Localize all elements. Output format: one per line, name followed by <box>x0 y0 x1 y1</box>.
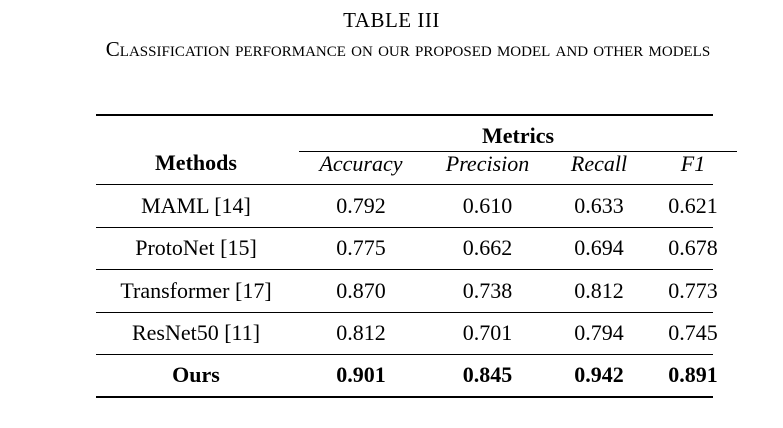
table-number: TABLE III <box>343 8 440 32</box>
table-cell-accuracy: 0.792 <box>336 193 386 218</box>
table-cell-accuracy: 0.775 <box>336 235 386 260</box>
column-header-f1: F1 <box>680 151 706 176</box>
table-cell-precision: 0.701 <box>462 320 513 345</box>
table-cell-f1: 0.745 <box>668 320 718 345</box>
row-rule-4 <box>96 354 713 355</box>
methods-header: Methods <box>155 150 237 175</box>
top-rule <box>96 114 713 116</box>
table-row-method: Ours <box>172 362 220 387</box>
table-row-method: MAML [14] <box>141 193 251 218</box>
table-cell-precision: 0.845 <box>462 362 513 387</box>
table-cell-f1: 0.678 <box>668 235 718 260</box>
table-cell-recall: 0.794 <box>574 320 624 345</box>
table-cell-precision: 0.610 <box>462 193 513 218</box>
metrics-underline <box>299 151 737 152</box>
row-rule-3 <box>96 312 713 313</box>
column-header-precision: Precision <box>445 151 530 176</box>
bottom-rule <box>96 396 713 398</box>
table-cell-f1: 0.773 <box>668 278 718 303</box>
row-rule-2 <box>96 269 713 270</box>
column-header-recall: Recall <box>570 151 628 176</box>
table-cell-precision: 0.738 <box>462 278 513 303</box>
table-cell-recall: 0.942 <box>574 362 624 387</box>
table-cell-accuracy: 0.812 <box>336 320 386 345</box>
row-rule-1 <box>96 227 713 228</box>
table-row-method: ProtoNet [15] <box>135 235 257 260</box>
table-row-method: Transformer [17] <box>120 278 272 303</box>
table-cell-precision: 0.662 <box>462 235 513 260</box>
column-header-accuracy: Accuracy <box>319 151 403 176</box>
metrics-header: Metrics <box>481 123 555 148</box>
header-rule <box>96 184 713 185</box>
table-cell-f1: 0.621 <box>668 193 718 218</box>
table-cell-accuracy: 0.901 <box>336 362 386 387</box>
table-cell-recall: 0.633 <box>574 193 624 218</box>
table-cell-recall: 0.694 <box>574 235 624 260</box>
table-cell-accuracy: 0.870 <box>336 278 386 303</box>
table-cell-recall: 0.812 <box>574 278 624 303</box>
table-title: Classification performance on our propos… <box>105 37 711 61</box>
table-row-method: ResNet50 [11] <box>131 320 261 345</box>
table-cell-f1: 0.891 <box>668 362 718 387</box>
